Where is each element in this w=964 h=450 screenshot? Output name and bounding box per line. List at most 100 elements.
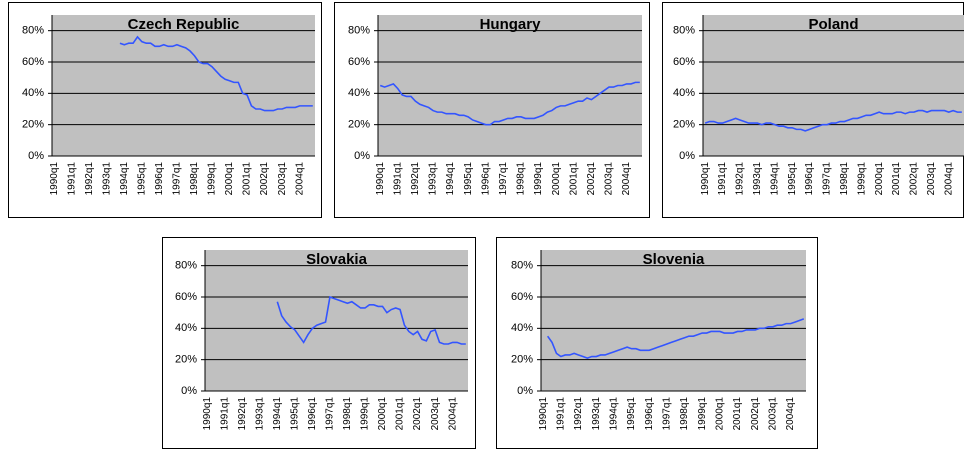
x-tick-label: 1993q1 [101, 162, 112, 196]
x-tick-label: 2003q1 [926, 162, 937, 196]
y-tick-label: 80% [175, 260, 197, 272]
chart-title: Poland [808, 16, 858, 33]
x-tick-label: 1997q1 [662, 397, 673, 431]
x-tick-label: 1995q1 [463, 162, 474, 196]
y-tick-label: 80% [511, 260, 533, 272]
x-tick-label: 1998q1 [516, 162, 527, 196]
x-tick-label: 2002q1 [909, 162, 920, 196]
x-tick-label: 2001q1 [891, 162, 902, 196]
x-tick-label: 1995q1 [787, 162, 798, 196]
x-tick-label: 1999q1 [533, 162, 544, 196]
x-tick-label: 1993q1 [428, 162, 439, 196]
x-tick-label: 2004q1 [447, 397, 458, 431]
x-tick-label: 1998q1 [189, 162, 200, 196]
plot-area [52, 15, 315, 156]
x-tick-label: 2000q1 [224, 162, 235, 196]
x-tick-label: 1996q1 [804, 162, 815, 196]
y-tick-label: 80% [348, 25, 370, 37]
x-tick-label: 1992q1 [410, 162, 421, 196]
x-tick-label: 2004q1 [294, 162, 305, 196]
x-tick-label: 1994q1 [769, 162, 780, 196]
x-tick-label: 2001q1 [568, 162, 579, 196]
x-tick-label: 1996q1 [154, 162, 165, 196]
chart-title: Slovenia [643, 251, 705, 268]
x-tick-label: 2003q1 [277, 162, 288, 196]
data-line [704, 109, 962, 132]
x-tick-label: 1996q1 [307, 397, 318, 431]
y-tick-label: 40% [673, 87, 695, 99]
x-tick-label: 1996q1 [644, 397, 655, 431]
x-tick-label: 1990q1 [700, 162, 711, 196]
chart-title: Czech Republic [128, 16, 240, 33]
x-tick-label: 1992q1 [573, 397, 584, 431]
y-tick-label: 20% [22, 119, 44, 131]
x-tick-label: 1992q1 [237, 397, 248, 431]
x-tick-label: 2001q1 [395, 397, 406, 431]
x-tick-label: 1990q1 [202, 397, 213, 431]
x-tick-label: 2000q1 [874, 162, 885, 196]
chart-title: Slovakia [306, 251, 368, 268]
x-tick-label: 1999q1 [856, 162, 867, 196]
x-tick-label: 1991q1 [392, 162, 403, 196]
plot-area [541, 250, 806, 391]
plot-area [205, 250, 468, 391]
data-line [276, 295, 466, 345]
x-tick-label: 1997q1 [172, 162, 183, 196]
x-tick-label: 1999q1 [360, 397, 371, 431]
data-line [546, 318, 805, 359]
x-tick-label: 1991q1 [219, 397, 230, 431]
chart-title: Hungary [480, 16, 542, 33]
x-tick-label: 2003q1 [604, 162, 615, 196]
y-tick-label: 0% [28, 150, 44, 162]
x-tick-label: 1992q1 [735, 162, 746, 196]
x-tick-label: 2002q1 [412, 397, 423, 431]
data-line [119, 35, 313, 112]
plot-area [378, 15, 642, 156]
x-tick-label: 1999q1 [207, 162, 218, 196]
x-tick-label: 1994q1 [609, 397, 620, 431]
x-tick-label: 1998q1 [679, 397, 690, 431]
y-tick-label: 40% [175, 322, 197, 334]
x-tick-label: 2000q1 [377, 397, 388, 431]
x-tick-label: 2001q1 [242, 162, 253, 196]
x-tick-label: 1990q1 [375, 162, 386, 196]
y-tick-label: 0% [181, 385, 197, 397]
y-tick-label: 0% [679, 150, 695, 162]
plot-area [703, 15, 964, 156]
x-tick-label: 1992q1 [84, 162, 95, 196]
y-tick-label: 40% [348, 87, 370, 99]
y-tick-label: 20% [511, 354, 533, 366]
x-tick-label: 1990q1 [49, 162, 60, 196]
x-tick-label: 1991q1 [556, 397, 567, 431]
y-tick-label: 60% [673, 56, 695, 68]
x-tick-label: 1990q1 [538, 397, 549, 431]
x-tick-label: 1994q1 [445, 162, 456, 196]
x-tick-label: 2004q1 [785, 397, 796, 431]
y-tick-label: 60% [22, 56, 44, 68]
x-tick-label: 1997q1 [498, 162, 509, 196]
y-tick-label: 60% [348, 56, 370, 68]
x-tick-label: 1999q1 [697, 397, 708, 431]
y-tick-label: 20% [673, 119, 695, 131]
x-tick-label: 1995q1 [626, 397, 637, 431]
y-tick-label: 60% [511, 291, 533, 303]
y-tick-label: 40% [22, 87, 44, 99]
y-tick-label: 0% [354, 150, 370, 162]
x-tick-label: 1991q1 [66, 162, 77, 196]
x-tick-label: 1995q1 [289, 397, 300, 431]
x-tick-label: 1993q1 [752, 162, 763, 196]
x-tick-label: 2004q1 [621, 162, 632, 196]
data-line [379, 81, 640, 126]
x-tick-label: 1998q1 [342, 397, 353, 431]
x-tick-label: 1998q1 [839, 162, 850, 196]
x-tick-label: 2000q1 [551, 162, 562, 196]
x-tick-label: 1997q1 [822, 162, 833, 196]
x-tick-label: 1993q1 [591, 397, 602, 431]
y-tick-label: 60% [175, 291, 197, 303]
y-tick-label: 40% [511, 322, 533, 334]
x-tick-label: 1995q1 [136, 162, 147, 196]
x-tick-label: 2003q1 [430, 397, 441, 431]
x-tick-label: 2003q1 [768, 397, 779, 431]
